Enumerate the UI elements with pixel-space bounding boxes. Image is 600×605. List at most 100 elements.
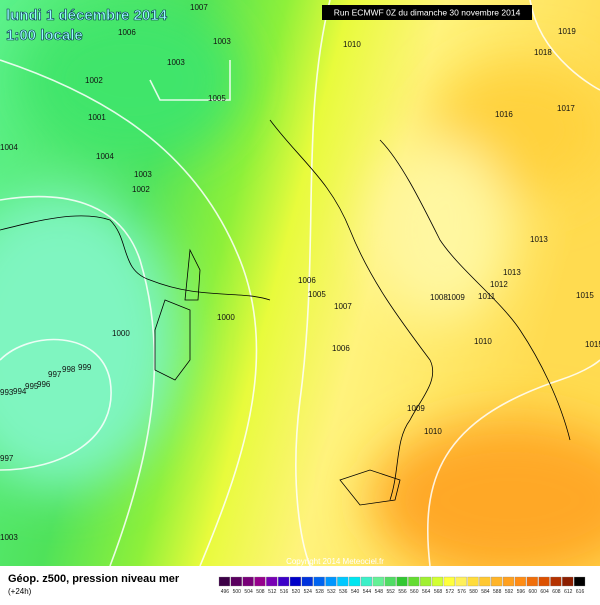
scale-label: 556 bbox=[398, 589, 407, 595]
isobar-label: 1008 bbox=[430, 293, 448, 302]
scale-label: 520 bbox=[292, 589, 301, 595]
scale-swatch bbox=[502, 576, 515, 587]
scale-swatch bbox=[574, 576, 586, 587]
isobar-label: 1005 bbox=[308, 290, 326, 299]
isobar-label: 1002 bbox=[85, 76, 103, 85]
coastlines bbox=[0, 119, 571, 506]
isobar-label: 1015 bbox=[585, 340, 600, 349]
scale-label: 564 bbox=[422, 589, 431, 595]
scale-label: 500 bbox=[233, 589, 242, 595]
isobar-label: 996 bbox=[37, 380, 51, 389]
isobar-label: 1003 bbox=[213, 37, 231, 46]
isobar-label: 1004 bbox=[96, 152, 114, 161]
scale-label: 508 bbox=[256, 589, 265, 595]
isobar-label: 1015 bbox=[576, 291, 594, 300]
scale-swatch bbox=[443, 576, 455, 587]
date: lundi 1 décembre 2014 bbox=[6, 7, 168, 24]
scale-label: 572 bbox=[446, 589, 455, 595]
scale-swatch bbox=[337, 576, 349, 587]
scale-swatch bbox=[289, 576, 302, 587]
isobar-label: 1018 bbox=[534, 48, 552, 57]
isobar-label: 1007 bbox=[190, 3, 208, 12]
scale-swatch bbox=[431, 576, 444, 587]
scale-label: 504 bbox=[244, 589, 253, 595]
scale-swatch bbox=[538, 576, 550, 587]
scale-swatch bbox=[455, 576, 467, 587]
scale-swatch bbox=[550, 576, 562, 587]
isobar-label: 1011 bbox=[478, 292, 496, 301]
isobar-label: 1001 bbox=[88, 113, 106, 122]
scale-swatch bbox=[313, 576, 325, 587]
scale-label: 524 bbox=[304, 589, 313, 595]
footer-title: Géop. z500, pression niveau mer bbox=[8, 573, 180, 585]
scale-swatch bbox=[396, 576, 408, 587]
copyright: Copyright 2014 Meteociel.fr bbox=[286, 557, 384, 566]
scale-label: 600 bbox=[529, 589, 538, 595]
scale-swatch bbox=[408, 576, 420, 587]
isobar-label: 997 bbox=[0, 454, 14, 463]
scale-label: 612 bbox=[564, 589, 573, 595]
scale-swatch bbox=[230, 576, 242, 587]
isobar-label: 1002 bbox=[132, 185, 150, 194]
scale-swatch bbox=[514, 576, 526, 587]
footer-lead: (+24h) bbox=[8, 587, 32, 596]
isobar-label: 1017 bbox=[557, 104, 575, 113]
scale-swatch bbox=[467, 576, 479, 587]
isobar-label: 997 bbox=[48, 370, 62, 379]
isobar-label: 1009 bbox=[407, 404, 425, 413]
color-scale: 496 500 504 508 512 516 520 524 528 532 536 540 544 5… bbox=[218, 576, 586, 595]
scale-label: 604 bbox=[540, 589, 549, 595]
isobar-label: 1010 bbox=[424, 427, 442, 436]
scale-label: 592 bbox=[505, 589, 514, 595]
scale-label: 540 bbox=[351, 589, 360, 595]
isobar-label: 993 bbox=[0, 388, 14, 397]
isobar-label: 1003 bbox=[0, 533, 18, 542]
scale-swatch bbox=[491, 576, 503, 587]
scale-swatch bbox=[562, 576, 574, 587]
scale-label: 516 bbox=[280, 589, 289, 595]
isobar-labels: 1007 1006 1003 1003 1002 1005 1001 1004 1004 1003… bbox=[0, 3, 600, 542]
scale-swatch bbox=[218, 576, 230, 587]
isobar-label: 995 bbox=[25, 382, 39, 391]
isobar-label: 1009 bbox=[447, 293, 465, 302]
isobar-label: 1010 bbox=[474, 337, 492, 346]
isobar-label: 999 bbox=[78, 363, 92, 372]
scale-swatch bbox=[254, 576, 266, 587]
isobar-label: 998 bbox=[62, 365, 76, 374]
time: 1:00 locale bbox=[6, 27, 83, 44]
scale-label: 616 bbox=[576, 589, 585, 595]
scale-swatch bbox=[349, 576, 361, 587]
scale-swatch bbox=[420, 576, 432, 587]
scale-swatch bbox=[479, 576, 491, 587]
scale-swatch bbox=[301, 576, 313, 587]
scale-swatch bbox=[360, 576, 373, 587]
isobar-label: 1012 bbox=[490, 280, 508, 289]
scale-swatch bbox=[372, 576, 384, 587]
isobar-label: 1007 bbox=[334, 302, 352, 311]
isobar-label: 1003 bbox=[167, 58, 185, 67]
scale-label: 608 bbox=[552, 589, 561, 595]
run-info: Run ECMWF 0Z du dimanche 30 novembre 201… bbox=[334, 8, 521, 18]
isobar-label: 994 bbox=[13, 387, 27, 396]
scale-label: 560 bbox=[410, 589, 419, 595]
scale-swatch bbox=[242, 576, 254, 587]
scale-label: 544 bbox=[363, 589, 372, 595]
scale-label: 568 bbox=[434, 589, 443, 595]
scale-swatch bbox=[526, 576, 538, 587]
scale-swatch bbox=[278, 576, 290, 587]
scale-swatch bbox=[384, 576, 396, 587]
scale-label: 536 bbox=[339, 589, 348, 595]
isobar-label: 1019 bbox=[558, 27, 576, 36]
isobar-label: 1006 bbox=[332, 344, 350, 353]
scale-label: 552 bbox=[386, 589, 395, 595]
isobar-label: 1016 bbox=[495, 110, 513, 119]
field-shading bbox=[0, 0, 600, 580]
isobar-label: 1013 bbox=[503, 268, 521, 277]
scale-label: 496 bbox=[221, 589, 230, 595]
scale-label: 596 bbox=[517, 589, 526, 595]
scale-label: 588 bbox=[493, 589, 502, 595]
scale-label: 576 bbox=[458, 589, 467, 595]
isobar-label: 1006 bbox=[298, 276, 316, 285]
scale-label: 584 bbox=[481, 589, 490, 595]
isobar-label: 1000 bbox=[112, 329, 130, 338]
